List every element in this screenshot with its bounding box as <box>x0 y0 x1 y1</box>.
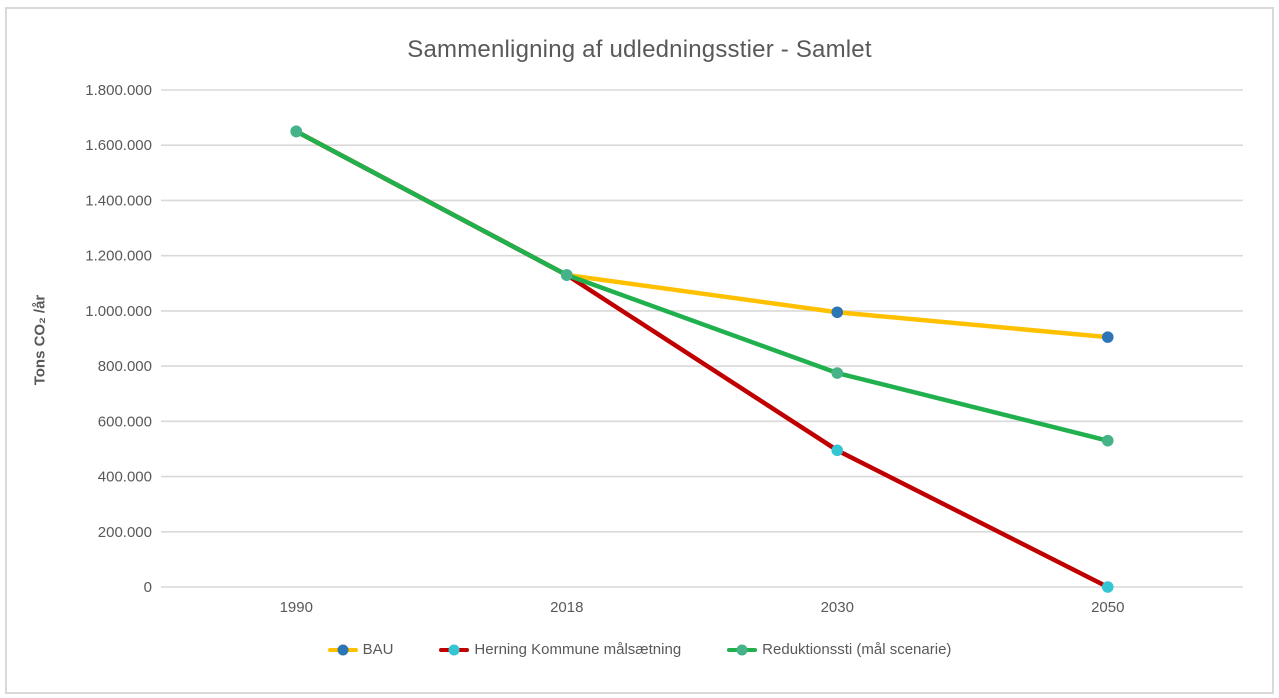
x-tick-label-1990: 1990 <box>280 599 313 616</box>
x-tick-label-2030: 2030 <box>821 599 854 616</box>
series-marker-herning-kommune-m-ls-tning-2030 <box>831 444 844 457</box>
legend-item-reduktionssti-m-l-scenarie: Reduktionssti (mål scenarie) <box>727 641 951 658</box>
legend-marker-herning-kommune-m-ls-tning <box>439 644 470 656</box>
series-marker-reduktionssti-m-l-scenarie-1990 <box>290 125 303 138</box>
chart-title: Sammenligning af udledningsstier - Samle… <box>407 36 872 63</box>
series-line-bau <box>294 129 1110 340</box>
y-tick-label: 1.600.000 <box>85 137 152 154</box>
y-tick-label: 800.000 <box>98 358 152 375</box>
legend-item-bau: BAU <box>327 641 394 658</box>
x-tick-label-2018: 2018 <box>550 599 583 616</box>
legend-marker-bau <box>327 644 358 656</box>
series-marker-herning-kommune-m-ls-tning-2050 <box>1101 581 1114 593</box>
series-marker-bau-2050 <box>1101 331 1114 343</box>
legend-dot-swatch <box>448 644 460 655</box>
y-tick-label: 400.000 <box>98 469 152 486</box>
series-line-reduktionssti-m-l-scenarie <box>294 129 1110 443</box>
y-tick-label: 1.400.000 <box>85 192 152 209</box>
legend-label-herning-kommune-m-ls-tning: Herning Kommune målsætning <box>474 641 682 658</box>
legend-marker-reduktionssti-m-l-scenarie <box>727 644 758 656</box>
y-tick-label: 1.200.000 <box>85 248 152 265</box>
legend-dot-swatch <box>736 644 748 655</box>
series-marker-reduktionssti-m-l-scenarie-2030 <box>831 367 844 379</box>
series-marker-reduktionssti-m-l-scenarie-2018 <box>560 269 573 281</box>
series-marker-bau-2030 <box>831 306 844 319</box>
series-marker-reduktionssti-m-l-scenarie-2050 <box>1101 434 1114 447</box>
legend-label-reduktionssti-m-l-scenarie: Reduktionssti (mål scenarie) <box>762 641 952 658</box>
legend-dot-swatch <box>337 644 349 655</box>
y-tick-label: 0 <box>144 579 152 596</box>
y-tick-label: 200.000 <box>98 524 152 541</box>
legend: BAU Herning Kommune målsætning Reduktionss… <box>0 641 1279 658</box>
y-tick-label: 1.000.000 <box>85 303 152 320</box>
y-tick-label: 1.800.000 <box>85 82 152 99</box>
legend-label-bau: BAU <box>362 641 394 658</box>
legend-item-herning-kommune-m-ls-tning: Herning Kommune målsætning <box>439 641 681 658</box>
y-tick-label: 600.000 <box>98 413 152 430</box>
x-tick-label-2050: 2050 <box>1091 599 1124 616</box>
